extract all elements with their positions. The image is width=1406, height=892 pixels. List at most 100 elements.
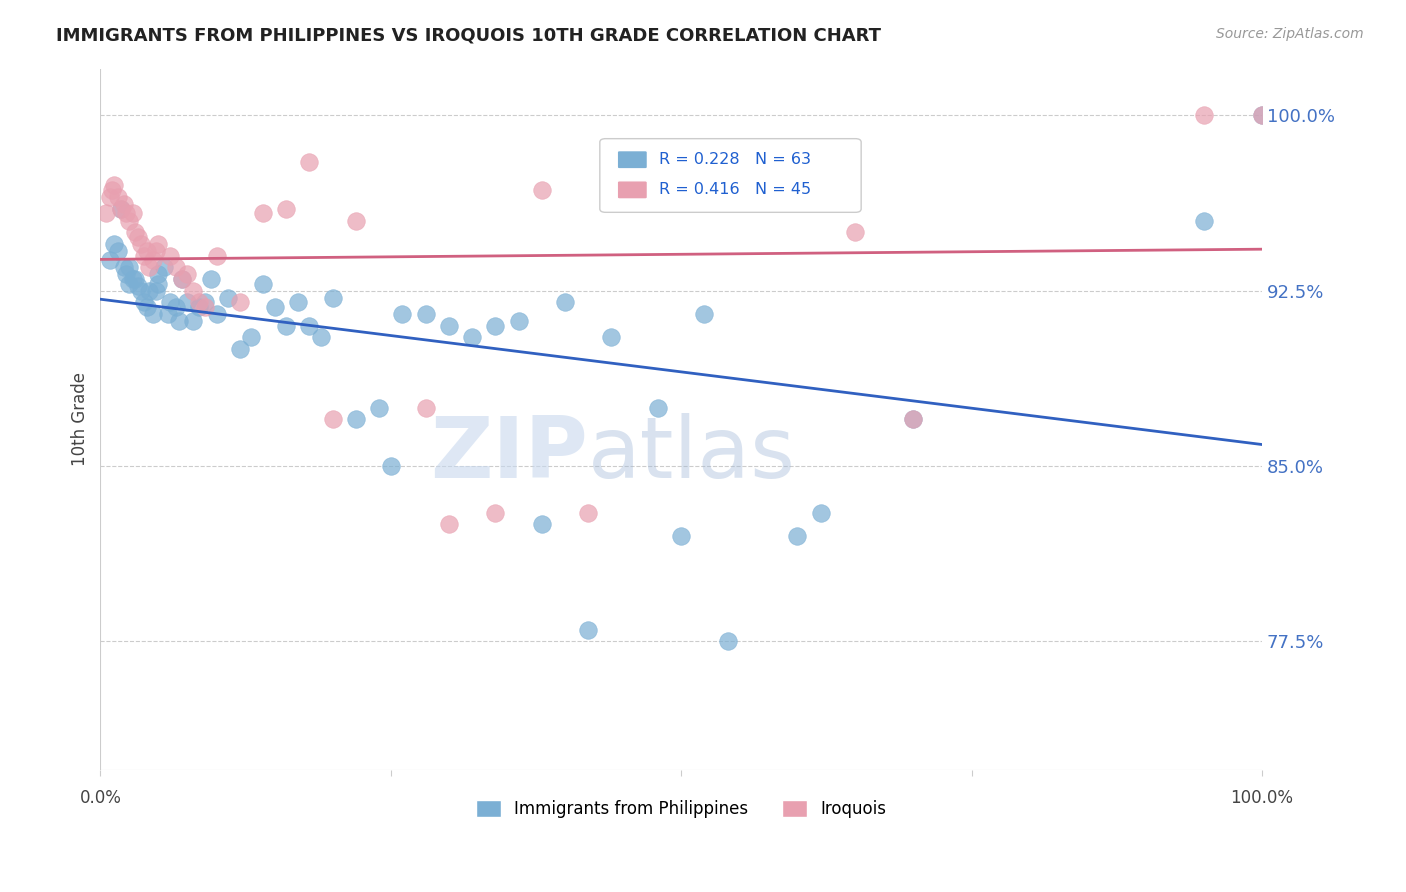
Point: [134, 295, 156, 310]
Point: [101, 183, 124, 197]
Point: [112, 197, 135, 211]
Point: [188, 300, 211, 314]
Point: [200, 272, 222, 286]
Point: [118, 277, 141, 291]
Point: [127, 230, 149, 244]
FancyBboxPatch shape: [617, 181, 647, 199]
Point: [142, 307, 165, 321]
Point: [165, 300, 187, 314]
Point: [103, 178, 125, 193]
Point: [368, 401, 391, 415]
Point: [229, 342, 252, 356]
Point: [188, 295, 211, 310]
Point: [437, 517, 460, 532]
Point: [287, 295, 309, 310]
Point: [194, 295, 217, 310]
Point: [129, 284, 152, 298]
Point: [103, 236, 125, 251]
Point: [153, 260, 176, 275]
Point: [576, 623, 599, 637]
Point: [391, 307, 413, 321]
Point: [107, 190, 129, 204]
Point: [159, 295, 181, 310]
Point: [693, 307, 716, 321]
Point: [98, 253, 121, 268]
Point: [169, 314, 191, 328]
Point: [135, 300, 157, 314]
Point: [415, 307, 437, 321]
Point: [298, 155, 321, 169]
Text: ZIP: ZIP: [430, 413, 588, 496]
Point: [138, 284, 160, 298]
Point: [181, 284, 204, 298]
Point: [118, 213, 141, 227]
Point: [437, 318, 460, 333]
Point: [129, 236, 152, 251]
Point: [176, 295, 198, 310]
Point: [484, 506, 506, 520]
Point: [124, 272, 146, 286]
Point: [170, 272, 193, 286]
Point: [484, 318, 506, 333]
Point: [194, 300, 217, 314]
Point: [903, 412, 925, 426]
Point: [240, 330, 263, 344]
Point: [96, 206, 118, 220]
Point: [252, 206, 274, 220]
Point: [810, 506, 832, 520]
Point: [205, 249, 228, 263]
Point: [122, 272, 145, 286]
Point: [276, 318, 298, 333]
Point: [322, 412, 344, 426]
Point: [276, 202, 298, 216]
Text: IMMIGRANTS FROM PHILIPPINES VS IROQUOIS 10TH GRADE CORRELATION CHART: IMMIGRANTS FROM PHILIPPINES VS IROQUOIS …: [56, 27, 882, 45]
Point: [786, 144, 808, 158]
Point: [669, 529, 692, 543]
Point: [127, 279, 149, 293]
Point: [115, 267, 138, 281]
Point: [554, 295, 576, 310]
Point: [110, 202, 132, 216]
Point: [252, 277, 274, 291]
Point: [145, 244, 167, 258]
Point: [576, 506, 599, 520]
Point: [124, 225, 146, 239]
Point: [380, 458, 402, 473]
FancyBboxPatch shape: [617, 151, 647, 169]
Text: atlas: atlas: [588, 413, 796, 496]
Point: [415, 401, 437, 415]
Point: [112, 260, 135, 275]
FancyBboxPatch shape: [600, 138, 860, 212]
Point: [176, 267, 198, 281]
Point: [142, 253, 165, 268]
Point: [148, 236, 170, 251]
Point: [1192, 108, 1215, 122]
Point: [165, 260, 187, 275]
Point: [322, 291, 344, 305]
Point: [118, 260, 141, 275]
Point: [229, 295, 252, 310]
Point: [134, 249, 156, 263]
Point: [530, 517, 553, 532]
Point: [205, 307, 228, 321]
Point: [344, 213, 367, 227]
Point: [716, 634, 738, 648]
Text: Source: ZipAtlas.com: Source: ZipAtlas.com: [1216, 27, 1364, 41]
Point: [170, 272, 193, 286]
Point: [138, 260, 160, 275]
Point: [1251, 108, 1274, 122]
Point: [344, 412, 367, 426]
Point: [156, 307, 179, 321]
Point: [309, 330, 332, 344]
Point: [148, 267, 170, 281]
Point: [461, 330, 484, 344]
Point: [135, 244, 157, 258]
Y-axis label: 10th Grade: 10th Grade: [72, 372, 89, 467]
Text: 0.0%: 0.0%: [79, 789, 121, 806]
Point: [903, 412, 925, 426]
Point: [844, 225, 866, 239]
Legend: Immigrants from Philippines, Iroquois: Immigrants from Philippines, Iroquois: [470, 793, 893, 825]
Point: [508, 314, 530, 328]
Point: [1192, 213, 1215, 227]
Point: [263, 300, 285, 314]
